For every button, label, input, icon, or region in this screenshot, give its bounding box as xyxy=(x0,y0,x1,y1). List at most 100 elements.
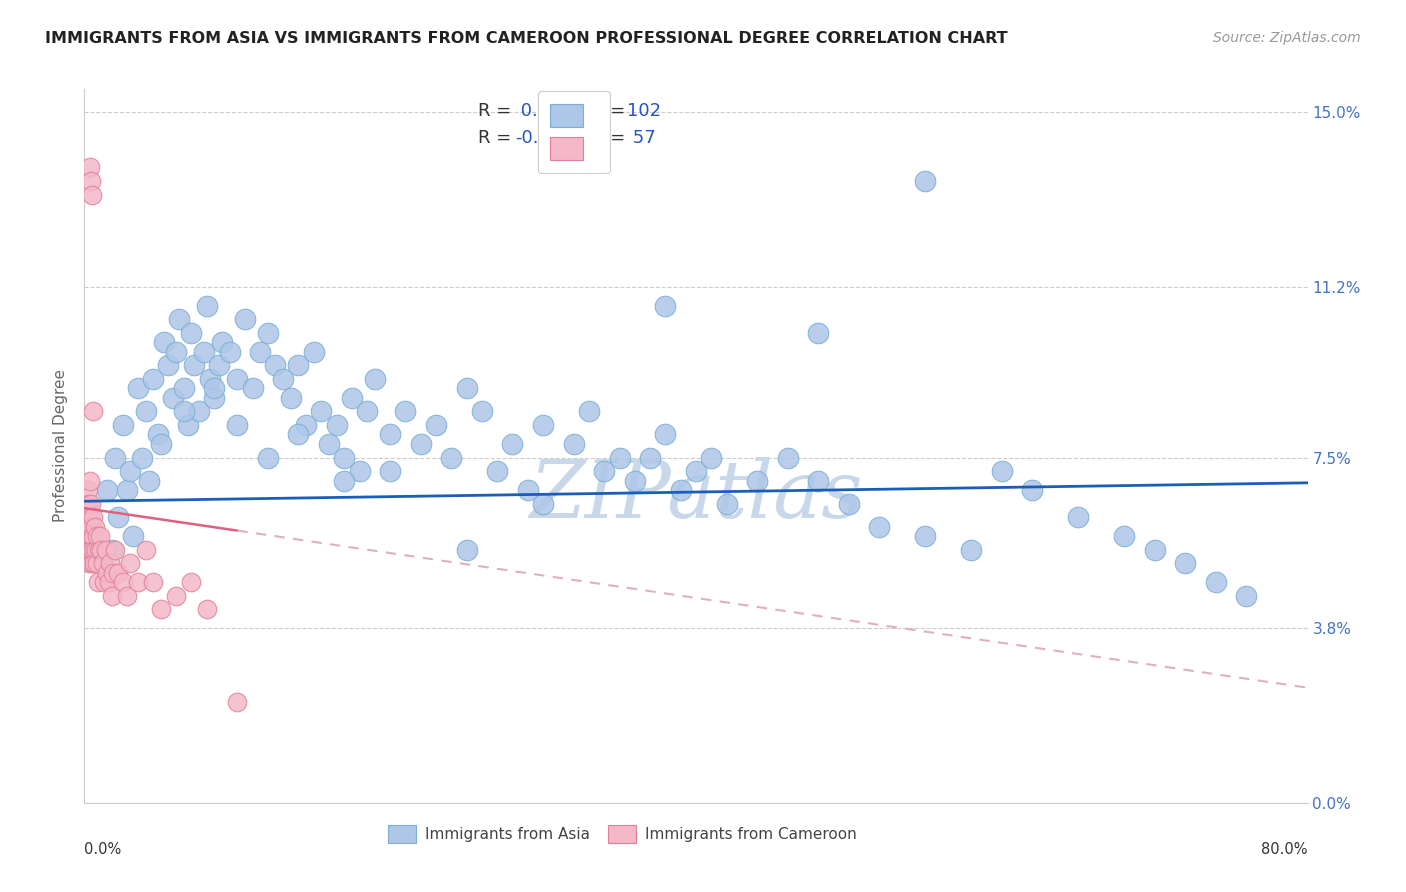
Point xyxy=(531,418,554,433)
Point xyxy=(226,372,249,386)
Text: 102: 102 xyxy=(627,103,662,120)
Point xyxy=(97,574,120,589)
Point xyxy=(82,542,104,557)
Text: N =: N = xyxy=(591,128,631,146)
Point xyxy=(75,510,97,524)
Point xyxy=(76,542,98,557)
Point xyxy=(471,404,494,418)
Point xyxy=(135,542,157,557)
Point xyxy=(80,174,103,188)
Point xyxy=(807,474,830,488)
Point xyxy=(80,557,103,571)
Point xyxy=(1236,589,1258,603)
Point xyxy=(233,312,256,326)
Point xyxy=(218,344,240,359)
Point xyxy=(287,359,309,373)
Point xyxy=(409,436,432,450)
Point xyxy=(82,404,104,418)
Text: -0.198: -0.198 xyxy=(515,128,572,146)
Point xyxy=(654,299,676,313)
Point xyxy=(111,574,134,589)
Point xyxy=(356,404,378,418)
Point xyxy=(340,391,363,405)
Point xyxy=(1114,529,1136,543)
Text: 0.033: 0.033 xyxy=(515,103,572,120)
Point xyxy=(162,391,184,405)
Point xyxy=(349,464,371,478)
Point xyxy=(75,529,97,543)
Point xyxy=(914,174,936,188)
Point xyxy=(79,474,101,488)
Point xyxy=(79,161,101,175)
Point xyxy=(142,372,165,386)
Point xyxy=(120,464,142,478)
Point xyxy=(807,326,830,341)
Point xyxy=(76,510,98,524)
Point xyxy=(77,483,100,497)
Point xyxy=(86,529,108,543)
Point xyxy=(75,519,97,533)
Point xyxy=(257,450,280,465)
Point xyxy=(593,464,616,478)
Point xyxy=(84,519,107,533)
Point xyxy=(226,694,249,708)
Point xyxy=(311,404,333,418)
Point xyxy=(318,436,340,450)
Point xyxy=(195,299,218,313)
Point xyxy=(333,474,356,488)
Point xyxy=(135,404,157,418)
Text: 80.0%: 80.0% xyxy=(1261,842,1308,857)
Point xyxy=(157,359,180,373)
Y-axis label: Professional Degree: Professional Degree xyxy=(53,369,69,523)
Point xyxy=(80,497,103,511)
Point xyxy=(654,427,676,442)
Text: ZIPatlas: ZIPatlas xyxy=(529,458,863,534)
Point xyxy=(101,542,124,557)
Point xyxy=(394,404,416,418)
Point xyxy=(77,542,100,557)
Text: 0.0%: 0.0% xyxy=(84,842,121,857)
Point xyxy=(914,529,936,543)
Point xyxy=(96,566,118,580)
Point xyxy=(107,510,129,524)
Point xyxy=(180,574,202,589)
Point xyxy=(716,497,738,511)
Text: Source: ZipAtlas.com: Source: ZipAtlas.com xyxy=(1213,31,1361,45)
Point xyxy=(302,344,325,359)
Point xyxy=(90,542,112,557)
Point xyxy=(624,474,647,488)
Point xyxy=(226,418,249,433)
Point xyxy=(685,464,707,478)
Point xyxy=(107,566,129,580)
Text: N =: N = xyxy=(591,103,631,120)
Point xyxy=(776,450,799,465)
Point xyxy=(104,542,127,557)
Point xyxy=(80,529,103,543)
Point xyxy=(456,542,478,557)
Point xyxy=(167,312,190,326)
Point xyxy=(1067,510,1090,524)
Point xyxy=(1174,557,1197,571)
Point xyxy=(425,418,447,433)
Point xyxy=(104,450,127,465)
Point xyxy=(991,464,1014,478)
Point xyxy=(638,450,661,465)
Point xyxy=(502,436,524,450)
Point xyxy=(76,497,98,511)
Point xyxy=(180,326,202,341)
Point xyxy=(173,381,195,395)
Point xyxy=(198,372,221,386)
Point xyxy=(325,418,347,433)
Point xyxy=(486,464,509,478)
Point xyxy=(138,474,160,488)
Point xyxy=(578,404,600,418)
Text: R =: R = xyxy=(478,103,517,120)
Point xyxy=(165,344,187,359)
Point xyxy=(131,450,153,465)
Text: IMMIGRANTS FROM ASIA VS IMMIGRANTS FROM CAMEROON PROFESSIONAL DEGREE CORRELATION: IMMIGRANTS FROM ASIA VS IMMIGRANTS FROM … xyxy=(45,31,1008,46)
Point xyxy=(89,529,111,543)
Point xyxy=(609,450,631,465)
Point xyxy=(1143,542,1166,557)
Point xyxy=(77,497,100,511)
Text: 57: 57 xyxy=(627,128,657,146)
